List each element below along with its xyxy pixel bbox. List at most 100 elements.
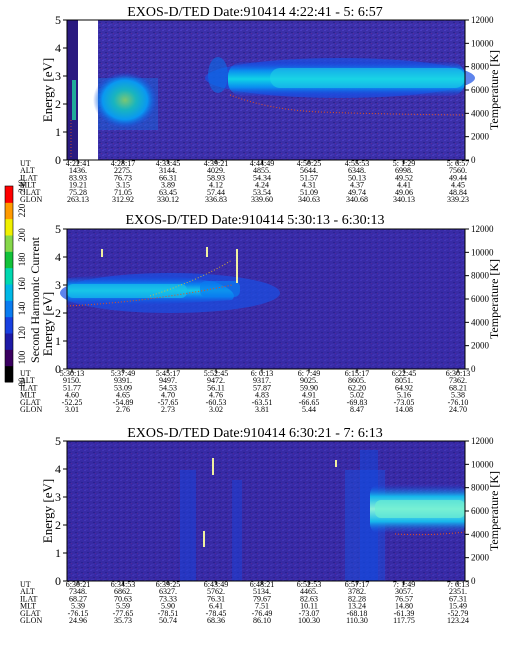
ephemeris-value: 123.24 — [447, 616, 469, 625]
ephemeris-value: 8051. — [395, 376, 413, 385]
ephemeris-value: 4.60 — [65, 391, 79, 400]
ephemeris-value: -78.45 — [206, 609, 227, 618]
ephemeris-value: 6327. — [159, 587, 177, 596]
ephemeris-value: 6:30:13 — [446, 369, 470, 378]
ephemeris-value: 75.28 — [69, 188, 87, 197]
ephemeris-value: 4.76 — [209, 391, 223, 400]
ephemeris-value: 9025. — [300, 376, 318, 385]
ephemeris-value: 4.65 — [116, 391, 130, 400]
colorbar-swatch — [5, 235, 13, 252]
ephemeris-value: 263.13 — [67, 195, 89, 204]
ephemeris-value: 8.47 — [350, 405, 364, 414]
y2-tick-label: 4000 — [471, 529, 490, 539]
ephemeris-value: 340.63 — [298, 195, 320, 204]
colorbar-tick-label: 80 — [17, 377, 27, 387]
ephemeris-value: 4:22:41 — [66, 159, 90, 168]
ephemeris-value: 19.21 — [69, 181, 87, 190]
y2-tick-label: 12000 — [471, 436, 494, 446]
ephemeris-value: 4.83 — [255, 391, 269, 400]
y-tick-label: 5 — [55, 434, 61, 448]
panel-2: EXOS-D/TED Date:910414 5:30:13 - 6:30:13… — [20, 213, 501, 414]
ephemeris-value: 9317. — [253, 376, 271, 385]
ephemeris-value: 51.57 — [300, 173, 318, 182]
ephemeris-value: 14.08 — [395, 405, 413, 414]
y-tick-label: 2 — [55, 306, 61, 320]
y-tick-label: 2 — [55, 518, 61, 532]
colorbar-tick-label: 240 — [17, 179, 27, 193]
colorbar-swatch — [5, 218, 13, 236]
ephemeris-value: 4.45 — [451, 181, 465, 190]
ephemeris-value: 35.73 — [114, 616, 132, 625]
ephemeris-row-label: MLT — [20, 602, 36, 611]
ephemeris-row-label: GLON — [20, 195, 42, 204]
ephemeris-value: 6348. — [348, 166, 366, 175]
panel-1-heatmap — [67, 20, 475, 160]
ephemeris-value: 51.77 — [63, 383, 81, 392]
y2-tick-label: 6000 — [471, 506, 490, 516]
y2-tick-label: 0 — [471, 155, 476, 165]
panel-2-y2-ticks: 0 2000 4000 6000 8000 10000 12000 — [465, 224, 494, 374]
ephemeris-value: 86.10 — [253, 616, 271, 625]
ephemeris-value: 5:30:13 — [60, 369, 84, 378]
ephemeris-value: 6:57:17 — [345, 580, 369, 589]
ephemeris-value: 3.89 — [161, 181, 175, 190]
ephemeris-value: 6998. — [395, 166, 413, 175]
ephemeris-value: 4:33:45 — [156, 159, 180, 168]
y2-tick-label: 8000 — [471, 62, 490, 72]
colorbar-swatch — [5, 300, 13, 318]
colorbar-tick-label: 100 — [17, 350, 27, 364]
ephemeris-value: 340.68 — [346, 195, 368, 204]
ephemeris-value: 67.31 — [449, 594, 467, 603]
ephemeris-value: 83.93 — [69, 173, 87, 182]
ephemeris-value: 117.75 — [393, 616, 415, 625]
ephemeris-value: 51.09 — [300, 188, 318, 197]
ephemeris-value: -73.05 — [394, 398, 415, 407]
ephemeris-value: 49.44 — [449, 173, 467, 182]
colorbar-swatches — [5, 186, 13, 383]
colorbar-tick-label: 120 — [17, 326, 27, 340]
ephemeris-value: 5134. — [253, 587, 271, 596]
ephemeris-value: 57.44 — [207, 188, 225, 197]
panel-3: EXOS-D/TED Date:910414 6:30:21 - 7: 6:13… — [20, 426, 501, 625]
y2-tick-label: 12000 — [471, 224, 494, 234]
ephemeris-value: 4.31 — [302, 181, 316, 190]
ephemeris-value: 4.24 — [255, 181, 269, 190]
panel-3-y-ticks: 0 1 2 3 4 5 — [55, 434, 67, 588]
ephemeris-value: 82.28 — [348, 594, 366, 603]
ephemeris-value: 6: 7:49 — [298, 369, 320, 378]
panel-3-y2label: Temperature [K] — [487, 471, 501, 551]
colorbar-swatch — [5, 316, 13, 334]
ephemeris-value: 64.92 — [395, 383, 413, 392]
ephemeris-value: 4:44:49 — [250, 159, 274, 168]
ephemeris-value: 7: 6:13 — [447, 580, 469, 589]
panel-1-title: EXOS-D/TED Date:910414 4:22:41 - 5: 6:57 — [127, 5, 382, 20]
ephemeris-value: 5.38 — [451, 391, 465, 400]
colorbar-swatch — [5, 267, 13, 285]
ephemeris-row-label: ALT — [20, 166, 35, 175]
ephemeris-value: 6:43:49 — [204, 580, 228, 589]
panel-2-y2label: Temperature [K] — [487, 259, 501, 339]
ephemeris-value: 3057. — [395, 587, 413, 596]
ephemeris-row-label: UT — [20, 159, 31, 168]
ephemeris-row-label: ILAT — [20, 594, 37, 603]
ephemeris-value: 9391. — [114, 376, 132, 385]
panel-3-ylabel: Energy [eV] — [40, 479, 55, 543]
ephemeris-value: 76.73 — [114, 173, 132, 182]
ephemeris-value: 3.81 — [255, 405, 269, 414]
ephemeris-value: 5.39 — [71, 602, 85, 611]
ephemeris-value: -61.39 — [394, 609, 415, 618]
ephemeris-value: 4.12 — [209, 181, 223, 190]
ephemeris-value: 4855. — [253, 166, 271, 175]
ephemeris-value: -77.65 — [113, 609, 134, 618]
ephemeris-value: 5762. — [207, 587, 225, 596]
colorbar-tick-label: 180 — [17, 252, 27, 266]
ephemeris-value: -54.89 — [113, 398, 134, 407]
panel-2-heatmap — [60, 229, 465, 369]
ephemeris-value: 66.31 — [159, 173, 177, 182]
ephemeris-value: -76.15 — [68, 609, 89, 618]
ephemeris-value: 4465. — [300, 587, 318, 596]
ephemeris-value: 3.01 — [65, 405, 79, 414]
ephemeris-row-label: GLAT — [20, 188, 41, 197]
